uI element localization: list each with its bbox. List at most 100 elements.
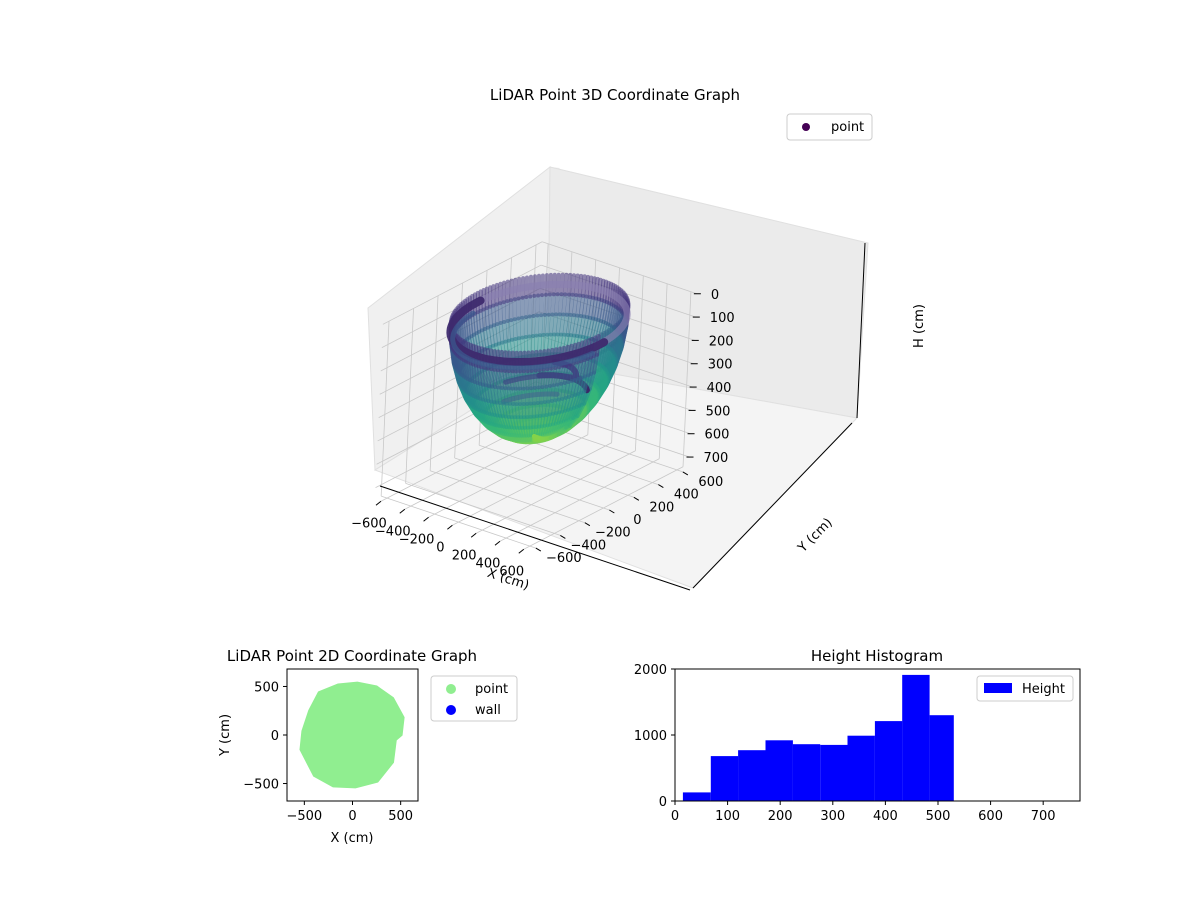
z-tick-label-3d: 400 — [707, 381, 732, 396]
legend-3d: point — [786, 113, 873, 141]
bowl-point-segment — [544, 399, 551, 417]
bowl-point-segment — [538, 400, 544, 418]
bowl-point-segment — [481, 307, 487, 331]
x-tick-label-3d: 200 — [452, 548, 477, 563]
histogram-bar — [847, 735, 875, 801]
bowl-point-segment — [555, 365, 561, 387]
chart-3d: LiDAR Point 3D Coordinate Graph −600−400… — [351, 86, 927, 593]
bowl-point-segment — [509, 318, 515, 342]
bowl-point-segment — [549, 383, 556, 403]
x-tick-label-3d: 600 — [499, 564, 524, 579]
x-tick-label-3d: −200 — [399, 532, 435, 547]
legend-histogram-swatch — [984, 683, 1012, 693]
x-tick-label-histogram: 200 — [768, 809, 793, 824]
y-tick-label-3d: −200 — [595, 526, 631, 541]
bowl-point-segment — [569, 393, 578, 411]
legend-histogram-label: Height — [1022, 682, 1065, 697]
bowl-point-segment — [586, 355, 593, 378]
bowl-point-segment — [578, 293, 586, 318]
z-tick-label-3d: 500 — [706, 404, 731, 419]
bowl-point-segment — [463, 318, 470, 342]
y-tick-label-3d: 600 — [698, 475, 723, 490]
bowl-point-segment — [592, 352, 599, 375]
z-axis-line-3d — [856, 242, 866, 419]
bowl-point-segment — [492, 367, 498, 390]
x-tick-3d — [447, 524, 453, 530]
y-tick-label-2d: 0 — [271, 729, 279, 744]
y-ticks-histogram: 0 1000 2000 — [634, 663, 675, 810]
bowl-point-segment — [557, 396, 565, 415]
bowl-point-segment — [547, 399, 554, 417]
bowl-point-segment — [475, 310, 482, 334]
y-tick-3d — [584, 522, 591, 527]
bowl-point-segment — [561, 292, 568, 317]
bowl-point-segment — [468, 361, 475, 383]
x-tick-3d — [399, 508, 406, 514]
bowl-point-segment — [575, 293, 582, 318]
bowl-point-segment — [464, 359, 470, 381]
x-tick-label-3d: −400 — [375, 524, 411, 539]
bowl-point-segment — [566, 394, 575, 412]
bowl-point-segment — [496, 385, 503, 405]
grid-back-vertical — [682, 291, 692, 467]
x-tick-label-histogram: 700 — [1031, 809, 1056, 824]
histogram-bar — [765, 740, 793, 801]
z-tick-label-3d: 700 — [704, 451, 729, 466]
histogram-bar — [929, 715, 954, 801]
bowl-point-segment — [498, 401, 505, 419]
bowl-point-segment — [589, 317, 598, 342]
z-ticks-3d: 0 100 200 300 400 500 600 700 — [686, 288, 735, 466]
bowl-point-segment — [603, 301, 612, 326]
bowl-point-segment — [544, 367, 550, 389]
bowl-point-segment — [538, 313, 544, 338]
bowl-point-segment — [490, 384, 497, 405]
legend-2d-label-wall: wall — [475, 703, 501, 718]
bowl-point-segment — [575, 314, 583, 338]
bowl-point-segment — [483, 383, 491, 403]
y-ticks-2d: −500 0 500 — [243, 680, 287, 793]
bowl-point-segment — [584, 315, 593, 340]
histogram-bar — [902, 674, 930, 801]
bowl-point-segment — [483, 398, 492, 416]
bowl-point-segment — [472, 380, 480, 400]
bowl-point-segment — [499, 385, 506, 406]
bowl-point-segment — [507, 401, 514, 420]
bowl-point-segment — [571, 391, 581, 410]
y-tick-label-3d: 200 — [649, 500, 674, 515]
z-axis-label-3d: H (cm) — [912, 304, 927, 348]
bowl-point-segment — [601, 300, 609, 324]
bowl-point-segment — [501, 401, 508, 419]
bowl-point-segment — [480, 397, 490, 416]
bowl-point-segment — [555, 312, 562, 337]
bowl-point-segment — [572, 293, 579, 318]
bowl-point-segment — [571, 403, 582, 420]
bowl-point-segment — [576, 359, 583, 381]
bowl-point-segment — [559, 364, 565, 386]
grid-floor-x — [523, 466, 684, 550]
x-tick-label-3d: 0 — [436, 540, 444, 555]
bowl-point-segment — [480, 382, 488, 403]
bowl-rim-front-inner — [450, 310, 595, 371]
bowl-point-segment — [567, 414, 580, 428]
bowl-point-segment — [546, 384, 552, 404]
bowl-point-segment — [535, 385, 541, 405]
y-tick-label-histogram: 1000 — [634, 729, 667, 744]
bowl-point-segment — [587, 370, 596, 392]
bowl-point-segment — [562, 363, 569, 385]
bowl-point-segment — [566, 362, 573, 385]
x-tick-label-3d: 400 — [476, 556, 501, 571]
legend-2d-marker-point — [446, 684, 456, 694]
bowl-point-segment — [540, 367, 546, 390]
bowl-point-segment — [473, 363, 480, 385]
bowl-point-segment — [536, 368, 542, 390]
bowl-point-segment — [563, 380, 571, 400]
bowl-point-segment — [576, 375, 584, 396]
x-tick-3d — [375, 500, 382, 506]
grid-left-vertical — [429, 295, 439, 471]
legend-3d-box — [786, 113, 873, 141]
y-tick-label-2d: 500 — [254, 680, 279, 695]
bowl-point-segment — [593, 297, 601, 322]
grid-left-vertical — [405, 308, 414, 484]
bowl-point-segment — [565, 292, 571, 317]
